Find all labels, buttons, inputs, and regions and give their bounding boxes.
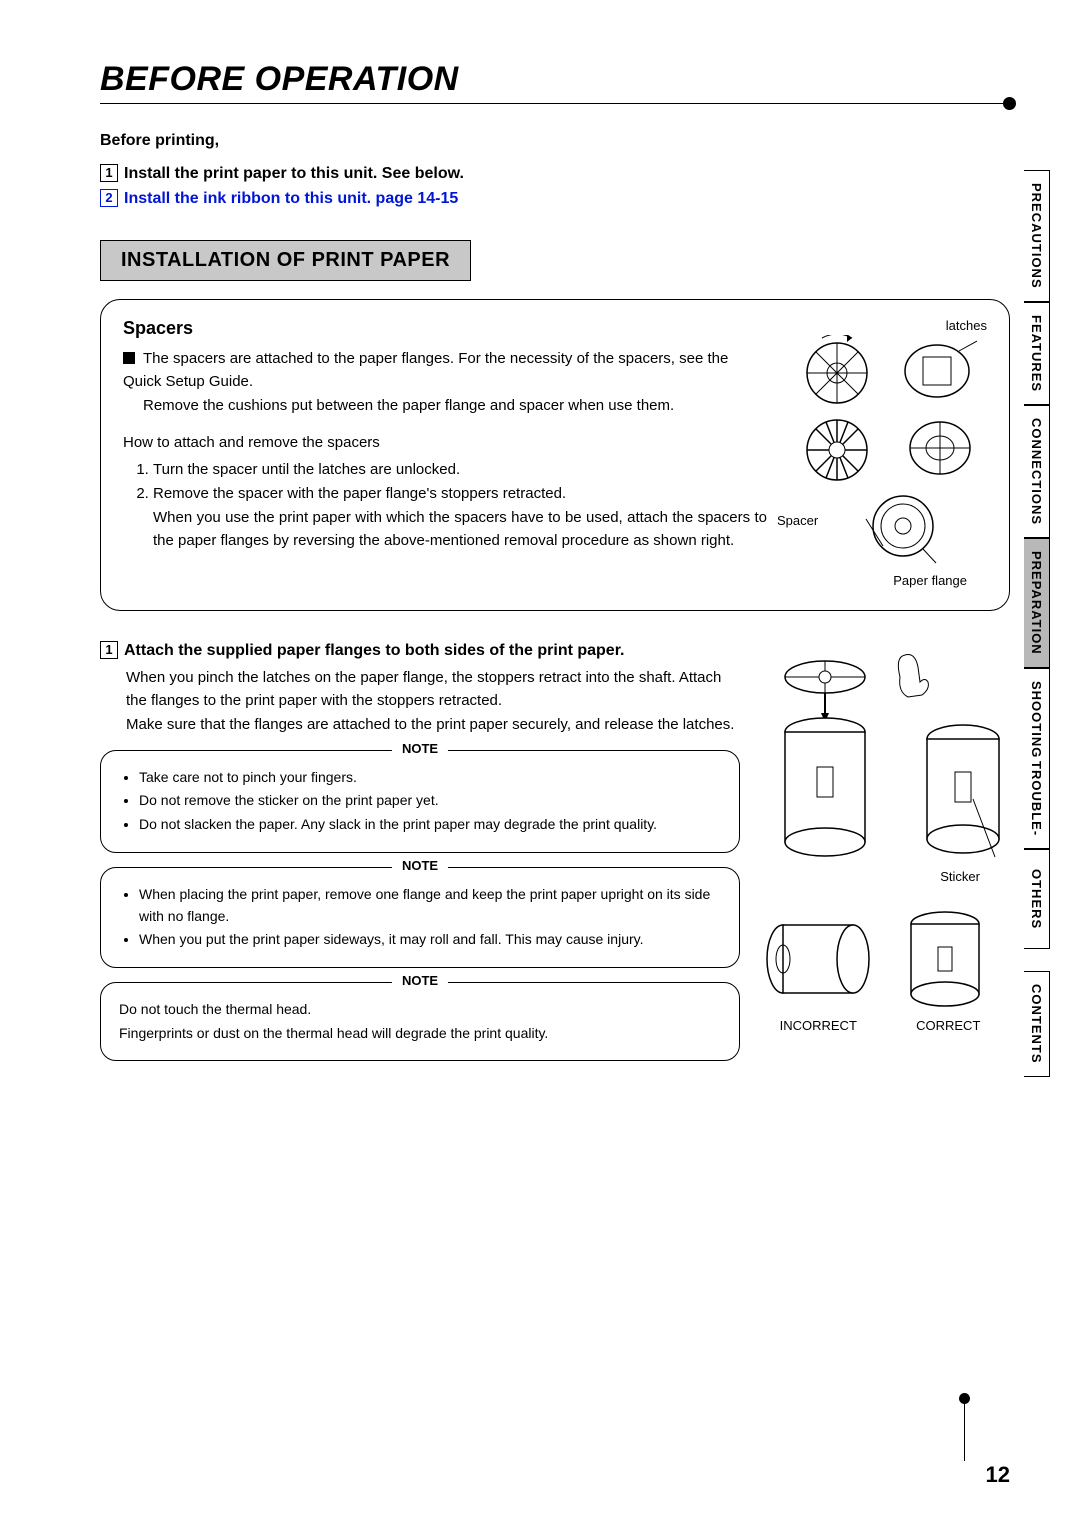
step-1: 1Install the print paper to this unit. S… (100, 164, 1010, 183)
tab-troubleshooting[interactable]: SHOOTING TROUBLE- (1024, 668, 1050, 850)
tab-others[interactable]: OTHERS (1024, 849, 1050, 949)
tab-connections[interactable]: CONNECTIONS (1024, 405, 1050, 538)
tab-precautions[interactable]: PRECAUTIONS (1024, 170, 1050, 302)
step-2-text: Install the ink ribbon to this unit. pag… (124, 190, 458, 207)
note3-p2: Fingerprints or dust on the thermal head… (119, 1023, 721, 1045)
spacers-heading: Spacers (123, 318, 767, 339)
note2-label: NOTE (392, 858, 448, 873)
note-box-3: NOTE Do not touch the thermal head. Fing… (100, 982, 740, 1061)
note-box-2: NOTE When placing the print paper, remov… (100, 867, 740, 968)
side-tabs: PRECAUTIONS FEATURES CONNECTIONS PREPARA… (1024, 170, 1050, 1077)
howto-title: How to attach and remove the spacers (123, 431, 767, 454)
spacers-p1b: Remove the cushions put between the pape… (143, 394, 767, 417)
note3-label: NOTE (392, 973, 448, 988)
spacer-label: Spacer (777, 513, 818, 528)
page-number: 12 (986, 1462, 1010, 1488)
paper-flange-label: Paper flange (777, 573, 967, 588)
note1-li2: Do not remove the sticker on the print p… (139, 790, 721, 812)
section-heading: INSTALLATION OF PRINT PAPER (121, 249, 450, 271)
flanges-heading: 1Attach the supplied paper flanges to bo… (100, 641, 740, 660)
flanges-p2: Make sure that the flanges are attached … (126, 713, 740, 736)
howto-li1: Turn the spacer until the latches are un… (153, 458, 767, 482)
tab-contents[interactable]: CONTENTS (1024, 971, 1050, 1077)
note3-p1: Do not touch the thermal head. (119, 999, 721, 1021)
spacer-diagram-3 (848, 491, 958, 571)
latches-label: latches (777, 318, 987, 333)
correct-label: CORRECT (916, 1018, 980, 1033)
spacers-p2: When you use the print paper with which … (153, 506, 767, 553)
section-heading-box: INSTALLATION OF PRINT PAPER (100, 240, 471, 281)
bullet-square-icon (123, 352, 135, 364)
title-rule (100, 103, 1010, 104)
note1-li1: Take care not to pinch your fingers. (139, 767, 721, 789)
step-2-link[interactable]: 2Install the ink ribbon to this unit. pa… (100, 189, 1010, 208)
note2-li2: When you put the print paper sideways, i… (139, 929, 721, 951)
note-box-1: NOTE Take care not to pinch your fingers… (100, 750, 740, 853)
tab-preparation[interactable]: PREPARATION (1024, 538, 1050, 668)
before-printing-heading: Before printing, (100, 132, 1010, 150)
tab-features[interactable]: FEATURES (1024, 302, 1050, 405)
note1-label: NOTE (392, 741, 448, 756)
spacers-p1a: The spacers are attached to the paper fl… (123, 350, 728, 390)
pagenum-rule (964, 1401, 965, 1461)
spacer-diagram-1 (787, 335, 977, 410)
spacer-diagram-2 (787, 412, 977, 487)
note2-li1: When placing the print paper, remove one… (139, 884, 721, 927)
page-title: BEFORE OPERATION (100, 60, 1010, 99)
step-1-text: Install the print paper to this unit. Se… (124, 165, 464, 182)
howto-li2: Remove the spacer with the paper flange'… (153, 482, 767, 506)
sticker-label: Sticker (750, 869, 980, 884)
spacers-frame: Spacers The spacers are attached to the … (100, 299, 1010, 611)
flanges-p1: When you pinch the latches on the paper … (126, 666, 740, 713)
incorrect-label: INCORRECT (780, 1018, 857, 1033)
orientation-diagram (755, 904, 1005, 1014)
note1-li3: Do not slacken the paper. Any slack in t… (139, 814, 721, 836)
flange-attach-diagram (755, 637, 1005, 867)
